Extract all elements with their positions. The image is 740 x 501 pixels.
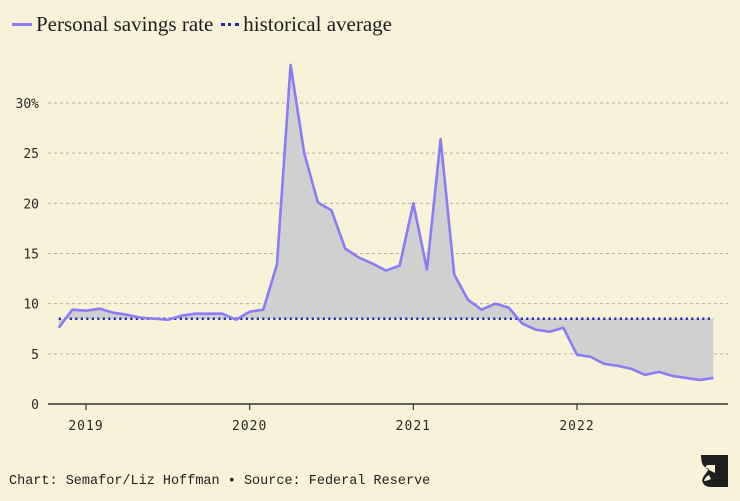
legend-solid-line-icon [12, 23, 32, 26]
y-tick-label: 20 [23, 197, 39, 212]
legend: Personal savings rate historical average [12, 12, 400, 37]
y-tick-label: 5 [31, 348, 39, 363]
y-axis-ticks: 0 5 10 15 20 25 30% [16, 97, 40, 413]
gap-area [58, 64, 714, 380]
x-axis-ticks: 2019 2020 2021 2022 [68, 404, 594, 434]
y-tick-label: 25 [23, 147, 39, 162]
y-tick-label: 15 [23, 248, 39, 263]
x-tick-label: 2019 [68, 419, 103, 434]
y-tick-label: 30% [16, 97, 40, 112]
legend-item-savings-rate: Personal savings rate [12, 12, 213, 37]
savings-rate-line [57, 63, 714, 382]
legend-dotted-line-icon [221, 23, 240, 26]
x-tick-label: 2022 [559, 419, 594, 434]
legend-label: Personal savings rate [36, 12, 214, 36]
x-tick-label: 2020 [232, 419, 267, 434]
legend-label: historical average [243, 12, 392, 36]
legend-item-historical-average: historical average [221, 12, 392, 37]
y-tick-label: 10 [23, 298, 39, 313]
x-tick-label: 2021 [396, 419, 431, 434]
y-tick-label: 0 [31, 398, 39, 413]
footer-credit: Chart: Semafor/Liz Hoffman • Source: Fed… [9, 474, 431, 489]
semafor-logo-icon [701, 455, 728, 487]
